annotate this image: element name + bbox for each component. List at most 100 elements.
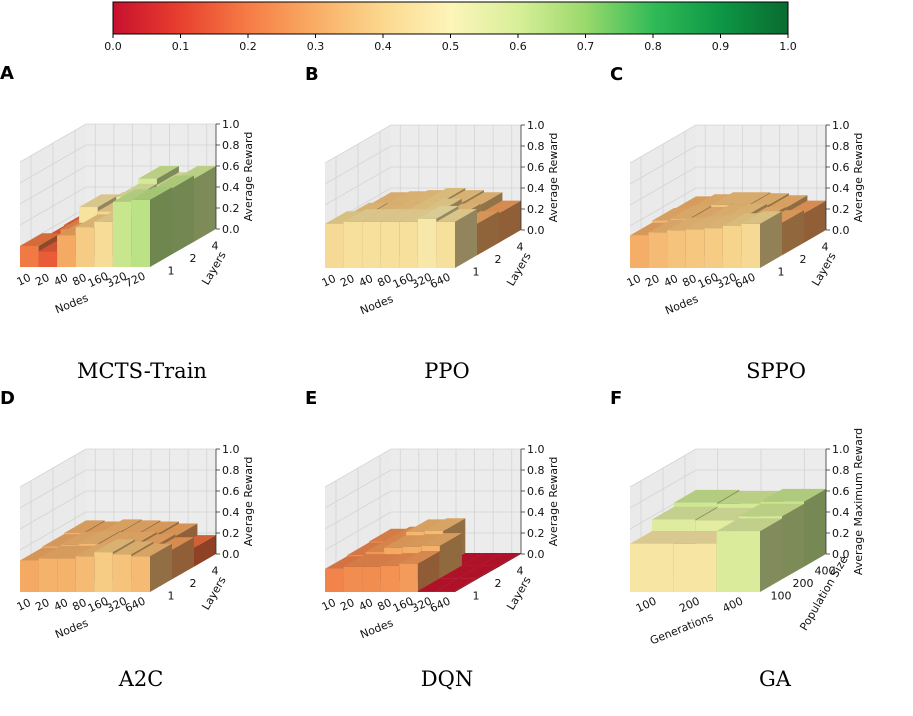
z-tick-label: 0.2	[832, 527, 850, 540]
z-tick-label: 1.0	[222, 443, 240, 456]
bar-top-face	[101, 519, 142, 532]
y-tick-label: 2	[800, 253, 807, 266]
bar-side-face	[194, 166, 216, 242]
bar-top-face	[380, 553, 422, 566]
bar-top-face	[704, 215, 745, 229]
z-tick-label: 0.4	[222, 181, 240, 194]
bar-side-face	[439, 533, 462, 580]
bar	[131, 543, 172, 592]
y-tick-label: 1	[168, 590, 175, 603]
z-tick-label: 0.8	[527, 140, 545, 153]
bar-top-face	[82, 521, 124, 535]
bar-top-face	[692, 194, 734, 207]
x-axis-label: Nodes	[53, 616, 90, 641]
bar-top-face	[458, 565, 499, 579]
z-tick-label: 0.8	[832, 140, 850, 153]
x-tick-label: 10	[320, 596, 338, 614]
colorbar-tick-label: 0.3	[307, 40, 325, 53]
bar-front-face	[417, 591, 437, 592]
x-tick-label: 80	[375, 272, 393, 290]
bar-top-face	[695, 507, 761, 521]
panel-caption: PPO	[424, 359, 469, 383]
bar-top-face	[362, 209, 403, 222]
z-tick-label: 0.2	[222, 527, 240, 540]
bar-top-face	[369, 528, 410, 542]
bar-top-face	[406, 190, 447, 203]
z-tick-label: 0.6	[527, 485, 545, 498]
z-axis-label: Average Reward	[547, 133, 560, 223]
bar-front-face	[343, 566, 363, 592]
z-tick-label: 0.0	[527, 548, 545, 561]
bars	[630, 192, 826, 268]
bar-top-face	[667, 217, 708, 231]
bar-front-face	[94, 552, 113, 592]
bar-top-face	[387, 191, 429, 204]
bar-top-face	[717, 491, 783, 504]
z-tick-label: 0.6	[222, 160, 240, 173]
bar-top-face	[741, 211, 782, 224]
bar	[436, 209, 477, 268]
bar-top-face	[406, 519, 447, 532]
bar-side-face	[804, 200, 826, 243]
y-tick-label: 4	[212, 239, 219, 252]
panel-f: 0.0 0.2 0.4 0.6 0.8 1.0 Average Maximum Reward…	[610, 388, 865, 691]
bar-top-face	[57, 545, 98, 559]
bar-side-face	[782, 503, 804, 580]
z-tick-label: 0.8	[222, 139, 240, 152]
bar-top-face	[748, 193, 789, 206]
x-tick-label: 40	[662, 272, 680, 290]
y-tick-label: 200	[793, 577, 814, 590]
colorbar-scale	[112, 1, 789, 35]
bar-top-face	[325, 556, 366, 569]
y-tick-label: 2	[495, 577, 502, 590]
y-tick-label: 1	[168, 265, 175, 278]
bar-top-face	[436, 209, 477, 222]
bar-top-face	[343, 209, 385, 222]
bar-top-face	[112, 189, 154, 202]
y-axis-label: Layers	[199, 574, 229, 612]
bar-top-face	[402, 534, 444, 547]
bar-top-face	[417, 206, 459, 219]
x-tick-label: 80	[70, 271, 88, 289]
bar-front-face	[417, 218, 437, 268]
y-tick-label: 4	[517, 240, 524, 253]
bar-front-face	[380, 565, 400, 592]
bar-side-face	[804, 488, 826, 567]
z-tick-label: 0.8	[222, 464, 240, 477]
bar-top-face	[630, 531, 696, 544]
z-tick-label: 0.6	[832, 485, 850, 498]
bar-side-face	[455, 578, 477, 592]
bar-front-face	[380, 221, 400, 268]
colorbar-tick-label: 0.5	[442, 40, 460, 53]
bars	[630, 488, 826, 592]
x-axis-label: Nodes	[358, 616, 395, 641]
bar-side-face	[760, 518, 782, 592]
bar-top-face	[707, 204, 749, 218]
y-tick-label: 2	[495, 253, 502, 266]
bar-top-face	[399, 551, 440, 564]
bar-top-face	[674, 489, 740, 503]
z-axis-label: Average Reward	[242, 457, 255, 547]
bar-top-face	[424, 188, 466, 201]
z-axis-label: Average Reward	[547, 457, 560, 547]
z-tick-label: 0.2	[832, 203, 850, 216]
z-axis-label: Average Reward	[852, 133, 865, 223]
bar-top-face	[362, 554, 403, 567]
x-tick-label: 40	[357, 596, 375, 614]
bar	[716, 518, 782, 592]
colorbar-tick-label: 1.0	[779, 40, 797, 53]
bar-front-face	[57, 558, 76, 592]
bar-front-face	[667, 230, 686, 268]
bar-top-face	[417, 578, 459, 591]
bar-top-face	[760, 488, 826, 502]
bar-front-face	[325, 568, 344, 592]
bar-top-face	[670, 205, 712, 219]
panel-caption: SPPO	[746, 359, 806, 383]
z-tick-label: 0.2	[222, 202, 240, 215]
